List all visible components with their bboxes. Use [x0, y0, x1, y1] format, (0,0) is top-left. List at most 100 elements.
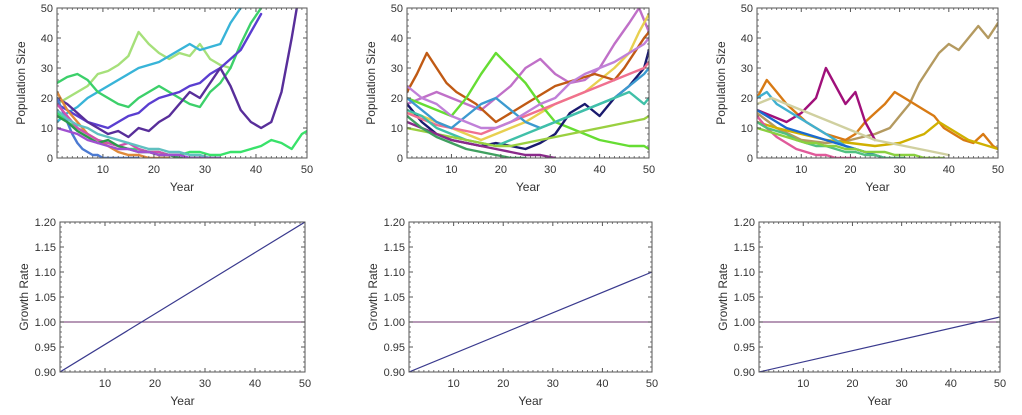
x-tick-label: 10 [97, 164, 109, 176]
x-tick-label: 50 [992, 164, 1004, 176]
y-tick-label: 1.00 [35, 317, 56, 329]
y-tick-label: 0 [47, 153, 53, 165]
x-tick-label: 50 [299, 378, 311, 390]
y-tick-label: 1.15 [35, 242, 56, 254]
y-tick-label: 0.95 [384, 342, 405, 354]
series-line-s2 [57, 8, 242, 124]
x-tick-label: 10 [445, 164, 457, 176]
y-tick-label: 1.10 [734, 267, 755, 279]
y-tick-label: 1.20 [35, 217, 56, 229]
plot-frame [406, 7, 650, 159]
y-tick-label: 1.15 [384, 242, 405, 254]
x-tick-label: 50 [301, 164, 313, 176]
y-axis-label: Population Size [14, 41, 28, 125]
x-axis-label: Year [865, 180, 889, 194]
x-tick-label: 20 [844, 164, 856, 176]
x-tick-label: 20 [149, 378, 161, 390]
series-group [759, 316, 1000, 372]
y-tick-label: 20 [741, 93, 753, 105]
y-tick-label: 1.20 [734, 217, 755, 229]
series-line-s1 [757, 21, 998, 145]
x-tick-label: 40 [945, 378, 957, 390]
plot-frame [408, 221, 653, 373]
series-line-s1 [57, 30, 232, 106]
x-tick-label: 30 [896, 378, 908, 390]
y-tick-label: 50 [391, 3, 403, 15]
x-axis-label: Year [170, 180, 194, 194]
series-line-s1 [407, 8, 649, 112]
series-line-s10 [757, 126, 946, 158]
x-tick-label: 40 [943, 164, 955, 176]
x-tick-label: 20 [497, 378, 509, 390]
x-tick-label: 30 [199, 164, 211, 176]
y-axis-label: Population Size [364, 41, 378, 125]
y-tick-label: 50 [41, 3, 53, 15]
y-tick-label: 0.90 [734, 367, 755, 379]
y-tick-label: 1.05 [734, 292, 755, 304]
series-line-s10 [57, 108, 222, 158]
y-tick-label: 1.00 [734, 317, 755, 329]
x-tick-label: 50 [646, 378, 658, 390]
series-line-s4 [57, 12, 263, 130]
y-tick-label: 1.05 [35, 292, 56, 304]
growth-rate-chart-right: 10 20 30 40 50 0.90 0.95 1.00 1.05 1.10 1.15 1.20 Ye… [716, 217, 1006, 408]
series-line-s7 [757, 96, 950, 157]
series-line-s6 [57, 111, 307, 157]
population-chart-right: 10 20 30 40 50 0 10 20 30 40 50 Year Population Size [714, 3, 1004, 194]
series-line-s8 [57, 90, 171, 158]
x-tick-label: 30 [547, 378, 559, 390]
y-tick-label: 1.05 [384, 292, 405, 304]
y-tick-label: 0.95 [35, 342, 56, 354]
series-line-growth [409, 271, 652, 372]
x-tick-label: 10 [99, 378, 111, 390]
series-group [60, 222, 305, 372]
x-tick-label: 10 [448, 378, 460, 390]
series-group [407, 8, 649, 158]
y-tick-label: 20 [41, 93, 53, 105]
x-axis-label: Year [170, 394, 194, 408]
x-tick-label: 40 [596, 378, 608, 390]
y-tick-label: 0.90 [35, 367, 56, 379]
y-tick-label: 1.10 [35, 267, 56, 279]
x-axis-label: Year [867, 394, 891, 408]
y-axis-label: Population Size [714, 41, 728, 125]
x-tick-label: 10 [797, 378, 809, 390]
plot-frame [758, 221, 1001, 373]
x-tick-label: 50 [994, 378, 1006, 390]
y-tick-label: 1.00 [384, 317, 405, 329]
y-tick-label: 40 [741, 33, 753, 45]
series-line-s9 [407, 90, 649, 148]
y-tick-label: 20 [391, 93, 403, 105]
x-tick-label: 20 [495, 164, 507, 176]
series-line-s3 [757, 66, 877, 142]
series-group [57, 8, 307, 158]
growth-rate-chart-middle: 10 20 30 40 50 0.90 0.95 1.00 1.05 1.10 1.15 1.20 Ye… [366, 217, 658, 408]
series-line-s8 [407, 36, 649, 130]
series-line-s10 [407, 114, 649, 148]
y-tick-label: 1.20 [384, 217, 405, 229]
y-tick-label: 10 [391, 123, 403, 135]
series-line-growth [759, 316, 1000, 372]
x-tick-label: 20 [846, 378, 858, 390]
x-tick-label: 50 [643, 164, 655, 176]
x-tick-label: 30 [894, 164, 906, 176]
y-tick-label: 50 [741, 3, 753, 15]
x-tick-label: 30 [544, 164, 556, 176]
x-tick-label: 40 [250, 164, 262, 176]
y-tick-label: 0 [397, 153, 403, 165]
y-tick-label: 1.10 [384, 267, 405, 279]
population-chart-middle: 10 20 30 40 50 0 10 20 30 40 50 Year Population Size [364, 3, 655, 194]
series-line-s12 [57, 126, 222, 158]
y-tick-label: 0 [747, 153, 753, 165]
x-tick-label: 20 [148, 164, 160, 176]
x-axis-label: Year [516, 180, 540, 194]
plot-frame [756, 7, 999, 159]
x-tick-label: 40 [249, 378, 261, 390]
y-tick-label: 30 [391, 63, 403, 75]
y-tick-label: 0.95 [734, 342, 755, 354]
population-chart-left: 10 20 30 40 50 0 10 20 30 40 50 Year Population Size [14, 3, 313, 194]
series-line-s3 [57, 8, 263, 109]
y-axis-label: Growth Rate [366, 263, 380, 331]
x-tick-label: 30 [199, 378, 211, 390]
